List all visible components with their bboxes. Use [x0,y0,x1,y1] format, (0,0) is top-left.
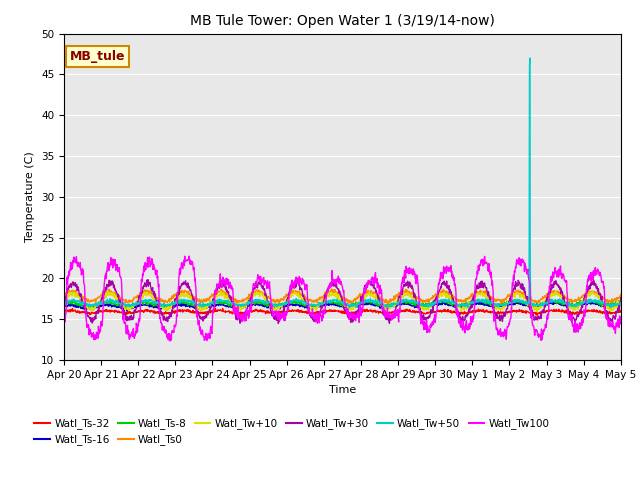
Legend: Watl_Ts-32, Watl_Ts-16, Watl_Ts-8, Watl_Ts0, Watl_Tw+10, Watl_Tw+30, Watl_Tw+50,: Watl_Ts-32, Watl_Ts-16, Watl_Ts-8, Watl_… [30,414,554,450]
Title: MB Tule Tower: Open Water 1 (3/19/14-now): MB Tule Tower: Open Water 1 (3/19/14-now… [190,14,495,28]
Text: MB_tule: MB_tule [70,50,125,63]
X-axis label: Time: Time [329,385,356,395]
Y-axis label: Temperature (C): Temperature (C) [26,151,35,242]
